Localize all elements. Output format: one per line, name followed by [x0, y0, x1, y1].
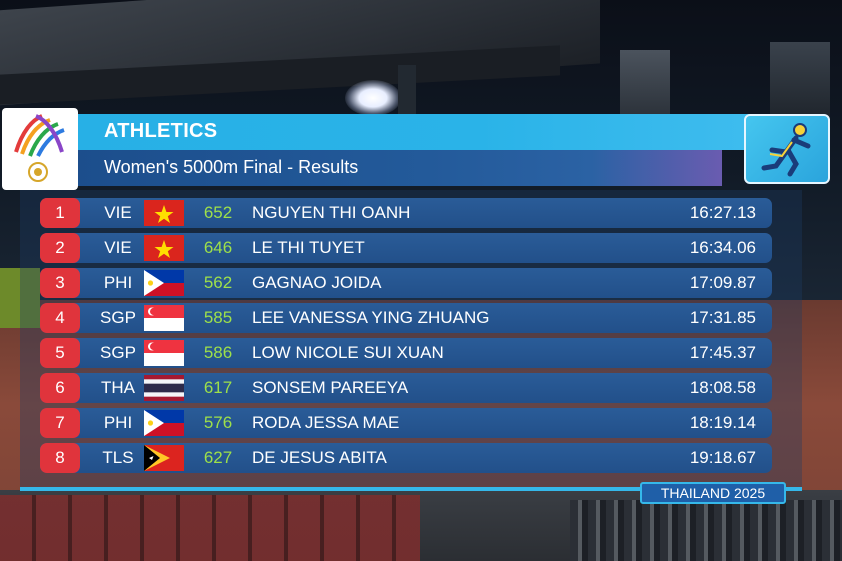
vietnam-flag-icon	[144, 200, 184, 226]
bib-number: 617	[203, 378, 233, 397]
athlete-name: NGUYEN THI OANH	[252, 203, 411, 222]
sea-games-logo-icon	[14, 114, 65, 157]
event-title: Women's 5000m Final - Results	[104, 157, 359, 177]
bib-number: 585	[203, 308, 233, 327]
athlete-name: GAGNAO JOIDA	[252, 273, 382, 292]
bib-number: 627	[203, 448, 233, 467]
bib-number: 646	[203, 238, 233, 257]
rank-badge: 7	[40, 408, 80, 438]
finish-time: 16:34.06	[689, 238, 756, 257]
country-code: TLS	[102, 448, 134, 467]
finish-time: 17:45.37	[689, 343, 756, 362]
country-code: VIE	[104, 238, 132, 257]
footer-divider	[20, 487, 802, 491]
athlete-name: LE THI TUYET	[252, 238, 365, 257]
country-code: PHI	[103, 413, 133, 432]
country-code: SGP	[100, 343, 136, 362]
country-code: PHI	[103, 273, 133, 292]
finish-time: 18:19.14	[689, 413, 756, 432]
rank-badge: 6	[40, 373, 80, 403]
infield-grass	[0, 268, 40, 328]
singapore-flag-icon	[144, 340, 184, 366]
sport-title: ATHLETICS	[104, 120, 218, 142]
rank-badge: 8	[40, 443, 80, 473]
building	[620, 50, 670, 120]
athlete-name: SONSEM PAREEYA	[252, 378, 409, 397]
finish-time: 17:09.87	[689, 273, 756, 292]
vietnam-flag-icon	[144, 235, 184, 261]
country-code: VIE	[104, 203, 132, 222]
athletics-pictogram-icon	[761, 123, 811, 177]
thailand-flag-icon	[144, 375, 184, 401]
timor-leste-flag-icon	[144, 445, 184, 471]
rank-badge: 1	[40, 198, 80, 228]
rank-badge: 4	[40, 303, 80, 333]
header-band	[70, 114, 752, 150]
finish-time: 19:18.67	[689, 448, 756, 467]
athlete-name: RODA JESSA MAE	[252, 413, 400, 432]
rank-badge: 5	[40, 338, 80, 368]
rank-badge: 3	[40, 268, 80, 298]
country-code: SGP	[100, 308, 136, 327]
finish-time: 18:08.58	[689, 378, 756, 397]
spectators	[570, 500, 842, 561]
bib-number: 576	[203, 413, 233, 432]
singapore-flag-icon	[144, 305, 184, 331]
building	[770, 42, 830, 122]
bib-number: 562	[203, 273, 233, 292]
finish-time: 17:31.85	[689, 308, 756, 327]
sea-games-emblem-icon	[28, 162, 48, 182]
athlete-name: LOW NICOLE SUI XUAN	[252, 343, 444, 362]
event-band	[70, 150, 722, 186]
bib-number: 586	[203, 343, 233, 362]
philippines-flag-icon	[144, 270, 184, 296]
athlete-name: DE JESUS ABITA	[252, 448, 387, 467]
country-code: THA	[101, 378, 135, 397]
bib-number: 652	[203, 203, 233, 222]
building	[398, 65, 416, 115]
finish-time: 16:27.13	[689, 203, 756, 222]
philippines-flag-icon	[144, 410, 184, 436]
floodlight	[345, 80, 401, 116]
host-tag: THAILAND 2025	[640, 482, 786, 504]
stadium-seats	[0, 495, 420, 561]
rank-badge: 2	[40, 233, 80, 263]
athlete-name: LEE VANESSA YING ZHUANG	[252, 308, 490, 327]
